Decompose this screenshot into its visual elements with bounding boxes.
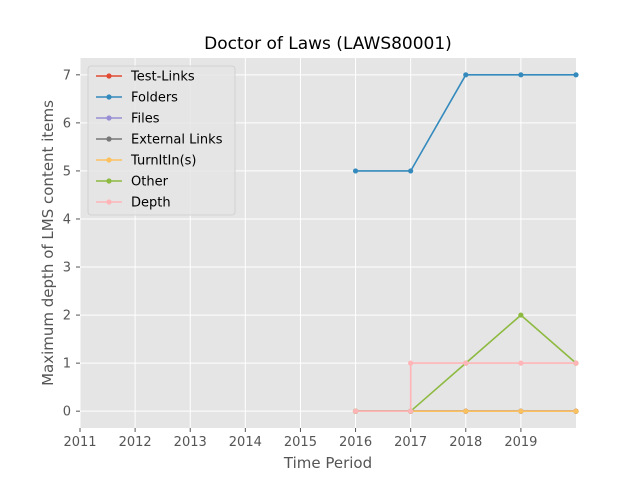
legend-label: External Links [131, 133, 223, 148]
data-point [408, 168, 414, 174]
x-tick-label: 2017 [394, 435, 427, 450]
x-tick-label: 2011 [63, 435, 96, 450]
legend-item: Test-Links [96, 70, 195, 85]
legend-swatch-marker [106, 136, 112, 142]
data-point [352, 168, 359, 174]
data-point [518, 72, 524, 78]
legend-swatch-marker [106, 199, 112, 205]
x-tick-label: 2016 [339, 435, 372, 450]
legend: Test-Links Folders Files External Links Turn… [87, 65, 236, 216]
legend-label: Files [131, 112, 160, 127]
legend-swatch-marker [106, 73, 112, 79]
legend-label: Folders [131, 91, 178, 106]
x-tick-label: 2015 [284, 435, 317, 450]
legend-item: Other [96, 175, 169, 190]
y-tick-label: 5 [63, 164, 71, 179]
legend-item: Folders [96, 91, 178, 106]
data-point [518, 360, 524, 366]
data-point [573, 72, 579, 78]
data-point [573, 360, 579, 366]
y-tick-label: 2 [63, 309, 71, 324]
x-axis-ticks: 2011 2012 2013 2014 2015 2016 2017 2018 2019 [63, 428, 537, 450]
y-axis-ticks: 0 1 2 3 4 5 6 7 [63, 68, 80, 420]
legend-swatch-marker [106, 157, 112, 163]
legend-box [87, 65, 236, 216]
x-tick-label: 2018 [449, 435, 482, 450]
series-folders [352, 72, 579, 174]
legend-label: Other [131, 175, 169, 190]
series-line [355, 362, 576, 413]
y-axis-label: Maximum depth of LMS content items [39, 100, 57, 386]
data-point [573, 408, 579, 414]
y-tick-label: 1 [63, 357, 71, 372]
series-layer [352, 72, 579, 414]
y-tick-label: 4 [63, 212, 71, 227]
data-point [408, 408, 414, 414]
data-point [408, 360, 414, 366]
x-tick-label: 2013 [174, 435, 207, 450]
series-depth [352, 360, 579, 414]
x-tick-label: 2012 [119, 435, 152, 450]
legend-swatch-marker [106, 115, 112, 121]
legend-label: TurnItIn(s) [130, 154, 196, 169]
y-tick-label: 0 [63, 405, 71, 420]
legend-label: Depth [131, 196, 171, 211]
legend-label: Test-Links [130, 70, 195, 85]
x-axis-label: Time Period [283, 454, 372, 472]
data-point [518, 408, 524, 414]
data-point [518, 312, 524, 318]
chart-title: Doctor of Laws (LAWS80001) [204, 34, 452, 54]
y-tick-label: 6 [63, 116, 71, 131]
y-tick-label: 3 [63, 261, 71, 276]
data-point [463, 360, 469, 366]
legend-swatch-marker [106, 94, 112, 100]
data-point [463, 72, 469, 78]
data-point [352, 408, 359, 414]
legend-item: Depth [96, 196, 171, 211]
data-point [463, 408, 469, 414]
legend-item: TurnItIn(s) [96, 154, 196, 169]
legend-swatch-marker [106, 178, 112, 184]
legend-item: External Links [96, 133, 223, 148]
legend-item: Files [96, 112, 160, 127]
x-tick-label: 2019 [504, 435, 537, 450]
y-tick-label: 7 [63, 68, 71, 83]
x-tick-label: 2014 [229, 435, 262, 450]
